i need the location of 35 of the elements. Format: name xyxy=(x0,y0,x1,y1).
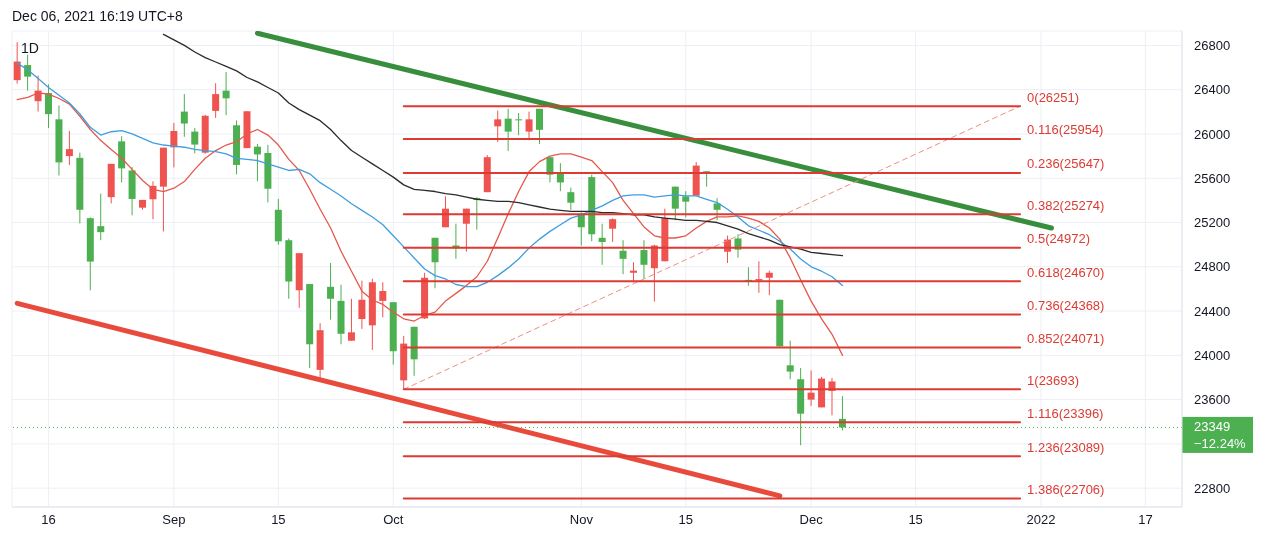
x-tick-label: Nov xyxy=(569,512,594,528)
y-tick-label: 25200 xyxy=(1194,215,1231,231)
y-tick-label: 26000 xyxy=(1194,126,1231,142)
series-label: 0.236(25647) xyxy=(1027,156,1105,172)
text: Dec 06, 2021 16:19 UTC+8 xyxy=(12,7,183,25)
series-label: 1.236(23089) xyxy=(1027,439,1105,455)
series-label: 0.852(24071) xyxy=(1027,330,1105,346)
y-tick-label: 24400 xyxy=(1194,303,1231,319)
series-label: 1.386(22706) xyxy=(1027,482,1105,498)
y-tick-label: 23600 xyxy=(1194,392,1231,408)
series-label: 0.382(25274) xyxy=(1027,197,1105,213)
y-tick-label: 26800 xyxy=(1194,38,1231,54)
x-tick-label: Dec xyxy=(799,512,824,528)
x-tick-label: Oct xyxy=(383,512,404,528)
text: 1D xyxy=(21,39,39,57)
x-tick-label: 15 xyxy=(271,512,286,528)
x-tick-label: 15 xyxy=(678,512,694,528)
ref-line-label: 23349 −12.24% xyxy=(1194,418,1247,451)
series-label: 0(26251) xyxy=(1027,89,1080,105)
y-tick-label: 24000 xyxy=(1194,347,1231,363)
y-tick-label: 26400 xyxy=(1194,82,1231,98)
x-tick-label: 16 xyxy=(41,512,56,528)
y-tick-label: 22800 xyxy=(1194,480,1231,496)
x-tick-label: 17 xyxy=(1138,512,1153,528)
series-label: 1(23693) xyxy=(1027,372,1080,388)
y-tick-label: 24800 xyxy=(1194,259,1231,275)
series-label: 1.116(23396) xyxy=(1027,405,1104,421)
x-tick-label: 2022 xyxy=(1026,512,1056,528)
y-tick-label: 25600 xyxy=(1194,170,1231,186)
series-label: 0.116(25954) xyxy=(1027,122,1104,138)
series-label: 0.736(24368) xyxy=(1027,298,1105,314)
x-tick-label: Sep xyxy=(162,512,186,528)
x-tick-label: 15 xyxy=(908,512,923,528)
series-label: 0.5(24972) xyxy=(1027,231,1090,247)
series-label: 0.618(24670) xyxy=(1027,264,1105,280)
